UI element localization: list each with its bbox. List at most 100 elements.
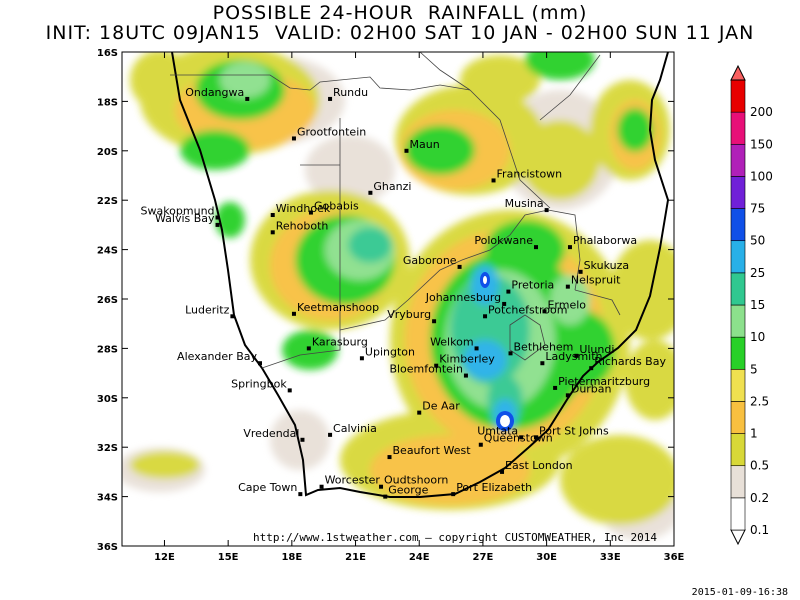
legend-swatch — [730, 336, 746, 370]
lat-tick-label: 36S — [97, 542, 118, 553]
city-marker — [291, 311, 296, 316]
legend-label: 50 — [750, 234, 765, 248]
city-marker — [589, 366, 594, 371]
lat-tick-label: 24S — [97, 246, 118, 257]
legend-swatch — [730, 465, 746, 499]
city-marker — [270, 213, 275, 218]
legend-label: 100 — [750, 169, 773, 183]
city-marker — [508, 351, 513, 356]
lon-tick-label: 15E — [218, 552, 239, 563]
city-label: East London — [505, 459, 573, 472]
legend-label: 2.5 — [750, 394, 769, 408]
city-label: Gaborone — [403, 254, 457, 267]
legend-label: 1 — [750, 427, 758, 441]
city-marker — [540, 361, 545, 366]
city-label: Beaufort West — [393, 444, 472, 457]
city-marker — [567, 245, 572, 250]
copyright-credit: http://www.1stweather.com — copyright CU… — [253, 531, 657, 544]
lon-tick-label: 36E — [664, 552, 685, 563]
city-label: Ulundi — [579, 343, 614, 356]
city-marker — [483, 314, 488, 319]
legend-swatch — [730, 497, 746, 531]
rainfall-fields — [122, 52, 674, 540]
city-marker — [519, 435, 524, 440]
city-label: Musina — [505, 197, 544, 210]
city-marker — [457, 264, 462, 269]
city-marker — [215, 222, 220, 227]
city-marker — [474, 346, 479, 351]
city-label: Pietermaritzburg — [558, 375, 650, 388]
city-markers: Ondangwa Rundu Grootfontein Maun Francistown… — [140, 86, 666, 499]
city-marker — [383, 494, 388, 499]
city-marker — [379, 484, 384, 489]
city-label: Rehoboth — [276, 219, 329, 232]
legend-swatch — [730, 240, 746, 274]
city-label: Skukuza — [584, 259, 630, 272]
city-label: Richards Bay — [594, 355, 666, 368]
city-marker — [328, 96, 333, 101]
city-label: Walvis Bay — [155, 212, 215, 225]
city-marker — [491, 178, 496, 183]
city-marker — [291, 136, 296, 141]
city-label: Worcester — [325, 474, 381, 487]
city-marker — [578, 269, 583, 274]
city-marker — [534, 245, 538, 250]
legend-label: 0.1 — [750, 523, 769, 537]
city-label: Vredendal — [243, 427, 299, 440]
color-legend: 0.1 0.2 0.5 1 2.5 5 10 15 25 50 75 100 150 200 — [730, 64, 773, 546]
legend-swatch — [730, 111, 746, 145]
city-marker — [368, 190, 373, 195]
city-label: Ladysmith — [545, 350, 602, 363]
city-label: Potchefstroom — [488, 303, 567, 316]
city-label: Bloemfontein — [389, 363, 463, 376]
city-label: George — [388, 484, 428, 497]
lat-tick-label: 30S — [97, 394, 118, 405]
city-label: Keetmanshoop — [297, 301, 379, 314]
city-marker — [404, 148, 409, 153]
legend-label: 0.2 — [750, 491, 769, 505]
city-label: Luderitz — [185, 303, 230, 316]
city-label: Upington — [365, 345, 415, 358]
lat-tick-label: 18S — [97, 97, 118, 108]
lat-tick-label: 26S — [97, 295, 118, 306]
lon-tick-label: 30E — [536, 552, 557, 563]
lon-tick-label: 18E — [281, 552, 302, 563]
city-label: Umtata — [477, 424, 518, 437]
city-marker — [534, 435, 538, 440]
city-label: Durban — [571, 382, 612, 395]
city-label: Bethlehem — [514, 340, 574, 353]
city-marker — [306, 346, 311, 351]
legend-swatch — [730, 176, 746, 209]
city-marker — [298, 492, 303, 497]
city-label: Maun — [409, 138, 439, 151]
legend-swatch — [730, 208, 746, 242]
lat-tick-label: 22S — [97, 196, 118, 207]
city-marker — [502, 301, 507, 306]
city-label: Queenstown — [484, 432, 553, 445]
city-marker — [565, 284, 570, 289]
city-label: De Aar — [422, 400, 460, 413]
map-title: POSSIBLE 24-HOUR RAINFALL (mm) — [212, 2, 588, 24]
city-label: Ghanzi — [373, 180, 411, 193]
city-label: Oudtshoorn — [384, 474, 448, 487]
lat-tick-label: 28S — [97, 344, 118, 355]
city-marker — [451, 492, 456, 497]
city-marker — [270, 230, 275, 235]
lon-tick-label: 21E — [345, 552, 366, 563]
legend-swatch — [730, 143, 746, 177]
legend-label: 200 — [750, 105, 773, 119]
city-label: Phalaborwa — [573, 234, 637, 247]
city-label: Rundu — [333, 86, 368, 99]
city-label: Gobabis — [314, 200, 359, 213]
city-marker — [434, 363, 439, 368]
city-label: Ermelo — [547, 298, 586, 311]
city-marker — [287, 388, 292, 393]
city-marker — [417, 410, 422, 415]
legend-swatch — [730, 401, 746, 434]
legend-label: 5 — [750, 362, 758, 376]
city-marker — [574, 353, 579, 358]
lat-tick-label: 20S — [97, 147, 118, 158]
legend-swatch — [730, 368, 746, 402]
timestamp: 2015-01-09-16:38 — [691, 587, 788, 598]
city-marker — [506, 289, 511, 294]
